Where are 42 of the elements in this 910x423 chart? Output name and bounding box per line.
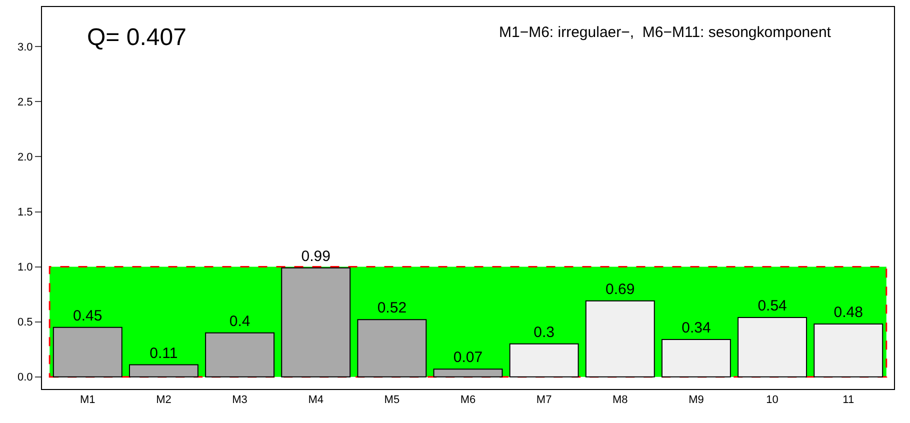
data-label: 0.99 (301, 248, 330, 265)
bar (281, 267, 351, 378)
x-tick-label: M4 (308, 394, 324, 406)
x-tick-label: 10 (766, 394, 778, 406)
bar (357, 319, 427, 378)
bar (52, 326, 122, 378)
data-label: 0.11 (150, 344, 178, 362)
data-label: 0.07 (453, 349, 483, 366)
y-tick-label: 1.0 (18, 262, 33, 274)
annotation: M1−M6: irregulaer−, M6−M11: sesongkomponent (499, 24, 832, 41)
data-label: 0.69 (606, 280, 635, 298)
x-tick-label: M2 (156, 394, 172, 406)
x-tick-label: M8 (612, 394, 628, 406)
bar (814, 324, 884, 378)
x-tick-label: M3 (232, 394, 248, 406)
y-tick-label: 0.5 (18, 316, 33, 329)
x-tick-label: M1 (80, 394, 96, 406)
x-tick-label: M9 (688, 394, 704, 406)
y-tick-label: 3.0 (18, 41, 33, 54)
data-label: 0.45 (73, 307, 102, 324)
data-label: 0.52 (377, 300, 407, 317)
data-label: 0.34 (682, 319, 711, 336)
bar (738, 316, 808, 378)
y-tick-label: 2.5 (18, 96, 33, 109)
y-tick-label: 2.0 (18, 152, 33, 164)
bar (585, 300, 655, 378)
data-label: 0.48 (834, 304, 863, 322)
data-label: 0.54 (758, 297, 787, 314)
x-tick-label: M5 (384, 394, 400, 406)
annotation: Q= 0.407 (87, 24, 186, 51)
y-tick-label: 1.5 (18, 206, 33, 219)
bar (433, 368, 503, 378)
bar (128, 364, 198, 378)
x-tick-label: M6 (460, 394, 476, 406)
x-tick-label: 11 (842, 394, 854, 406)
bar (509, 343, 579, 378)
bar (205, 332, 275, 378)
bar (661, 338, 731, 378)
x-tick-label: M7 (536, 394, 552, 406)
data-label: 0.4 (229, 312, 250, 330)
data-label: 0.3 (534, 324, 554, 341)
y-tick-label: 0.0 (18, 372, 33, 384)
